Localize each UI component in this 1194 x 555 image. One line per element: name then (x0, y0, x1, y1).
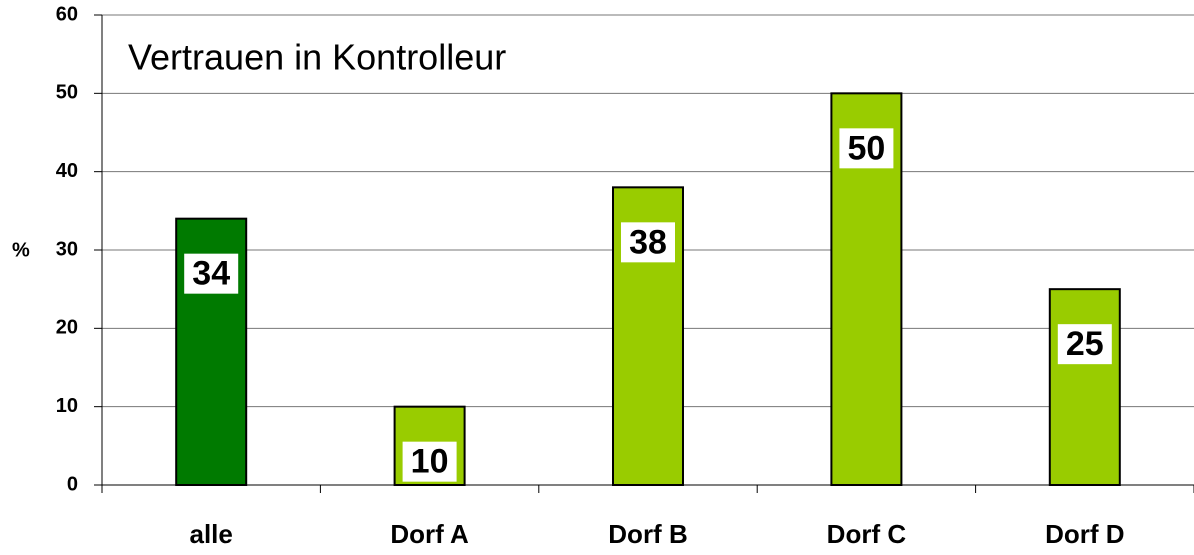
x-tick-label: Dorf A (390, 519, 469, 549)
value-label-box (839, 128, 894, 169)
value-label-box (621, 222, 675, 263)
x-tick-label: Dorf B (608, 519, 687, 549)
bar (1048, 288, 1121, 486)
value-label-box (402, 441, 457, 482)
y-tick-label: 50 (56, 82, 78, 104)
value-label: 25 (1066, 325, 1104, 363)
y-tick-label: 60 (56, 3, 78, 25)
value-label: 34 (192, 255, 230, 293)
y-tick-label: 40 (56, 160, 78, 182)
y-tick-label: 30 (56, 238, 78, 260)
value-label-box (184, 253, 239, 294)
y-tick-label: 10 (56, 395, 78, 417)
value-label: 50 (847, 129, 885, 167)
y-tick-label: 20 (56, 317, 78, 339)
y-tick-label: 0 (67, 473, 78, 495)
value-label-box (1057, 324, 1112, 365)
x-tick-label: Dorf C (827, 519, 907, 549)
y-axis-label: % (12, 239, 30, 261)
value-label: 38 (629, 223, 667, 261)
x-tick-label: Dorf D (1045, 519, 1124, 549)
chart-title: Vertrauen in Kontrolleur (128, 37, 506, 78)
x-tick-label: alle (190, 519, 233, 549)
value-label: 10 (411, 443, 449, 481)
